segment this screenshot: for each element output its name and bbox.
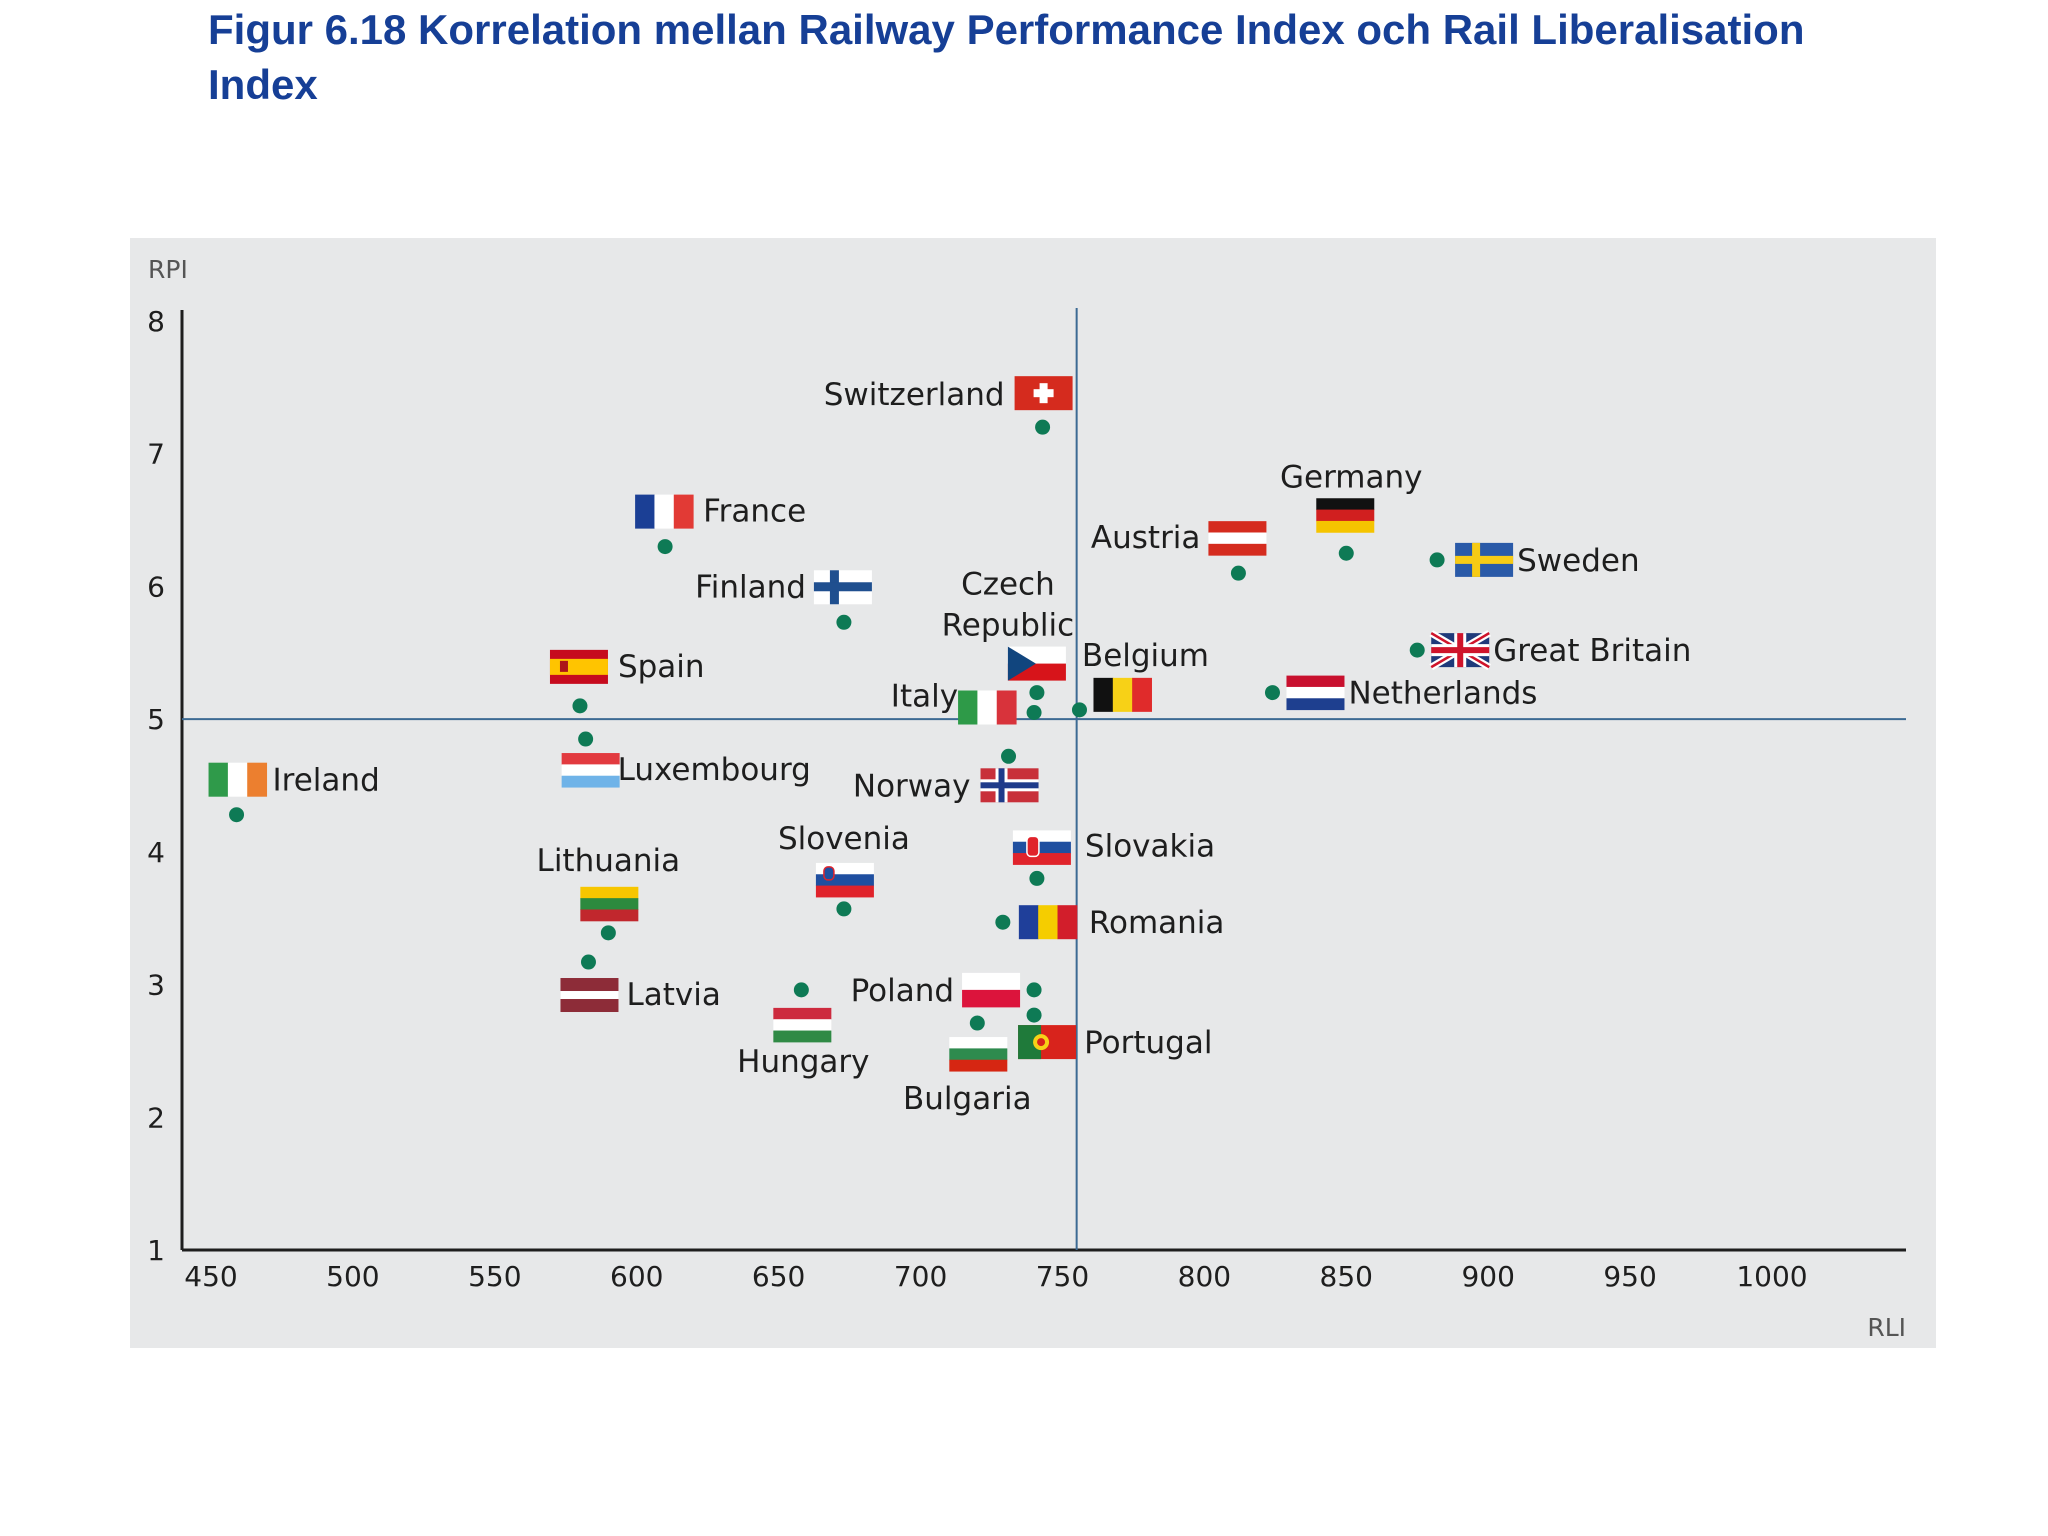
country-label-romania: Romania [1089,905,1225,941]
country-label-slovakia: Slovakia [1085,828,1215,864]
x-tick-label: 1000 [1736,1260,1807,1293]
flag-finland-icon [813,570,872,605]
data-point-germany[interactable] [1338,545,1354,561]
y-tick-label: 2 [147,1101,165,1134]
flag-spain-icon [549,649,608,684]
data-point-czech-republic[interactable] [1029,685,1045,701]
data-point-italy[interactable] [1026,705,1042,721]
data-point-ireland[interactable] [229,807,245,823]
y-tick-label: 6 [147,570,165,603]
x-tick-label: 950 [1603,1260,1656,1293]
flag-hungary-icon [773,1007,832,1043]
flag-ireland-icon [208,762,268,797]
flag-luxembourg-icon [561,753,620,788]
country-label-germany: Germany [1280,459,1422,495]
country-label-portugal: Portugal [1084,1025,1212,1061]
y-tick-label: 8 [147,305,165,338]
data-point-sweden[interactable] [1429,552,1445,568]
figure-title: Figur 6.18 Korrelation mellan Railway Pe… [208,6,1805,108]
y-tick-label: 3 [147,969,165,1002]
data-point-belgium[interactable] [1071,702,1087,718]
country-label-sweden: Sweden [1517,543,1640,579]
x-tick-label: 750 [1036,1260,1089,1293]
flag-latvia-icon [560,978,619,1013]
country-label-latvia: Latvia [626,977,720,1013]
country-label-belgium: Belgium [1082,638,1209,674]
data-point-slovakia[interactable] [1029,870,1045,886]
x-tick-label: 550 [468,1260,521,1293]
country-label-hungary: Hungary [737,1044,869,1080]
country-label-bulgaria: Bulgaria [903,1081,1032,1117]
country-label-norway: Norway [853,768,971,804]
flag-czech-republic-icon [1007,646,1066,681]
data-point-norway[interactable] [1001,748,1017,764]
x-tick-label: 800 [1178,1260,1231,1293]
data-point-spain[interactable] [572,698,588,714]
flag-germany-icon [1316,498,1375,533]
flag-sweden-icon [1455,542,1514,577]
country-label-lithuania: Lithuania [537,843,681,879]
flag-france-icon [635,494,694,529]
x-tick-label: 500 [326,1260,379,1293]
flag-austria-icon [1208,521,1267,556]
country-label-czech-republic-line1: Czech [961,567,1055,603]
x-tick-label: 850 [1320,1260,1373,1293]
data-point-france[interactable] [657,539,673,555]
country-label-czech-republic-line2: Republic [942,608,1075,644]
x-tick-label: 700 [894,1260,947,1293]
data-point-great-britain[interactable] [1409,642,1425,658]
flag-bulgaria-icon [949,1037,1008,1072]
y-tick-label: 1 [147,1234,165,1267]
country-label-ireland: Ireland [273,763,380,799]
flag-romania-icon [1018,905,1078,940]
data-point-portugal[interactable] [1026,1007,1042,1023]
chart-panel: 450 500 550 600 650 700 750 800 850 900 950 1000 1 2 3… [130,238,1936,1348]
x-axis-label: RLI [1867,1313,1906,1342]
y-tick-label: 5 [147,703,165,736]
country-label-slovenia: Slovenia [778,821,910,857]
x-tick-label: 650 [752,1260,805,1293]
flag-portugal-icon [1018,1025,1077,1060]
data-point-slovenia[interactable] [836,901,852,917]
data-point-bulgaria[interactable] [969,1015,985,1031]
scatter-chart: 450 500 550 600 650 700 750 800 850 900 950 1000 1 2 3… [147,255,1906,1342]
flag-slovenia-icon [815,862,874,898]
flag-norway-icon [980,768,1039,803]
data-point-switzerland[interactable] [1035,419,1051,435]
flag-slovakia-icon [1012,830,1071,865]
x-tick-label: 600 [610,1260,663,1293]
y-tick-label: 4 [147,836,165,869]
country-label-luxembourg: Luxembourg [618,752,811,788]
country-label-austria: Austria [1091,520,1201,556]
data-point-hungary[interactable] [793,982,809,998]
data-point-lithuania[interactable] [600,925,616,941]
data-point-luxembourg[interactable] [578,731,594,747]
data-point-latvia[interactable] [580,954,596,970]
flag-italy-icon [958,690,1017,725]
data-point-austria[interactable] [1230,565,1246,581]
data-point-romania[interactable] [995,914,1011,930]
country-label-poland: Poland [851,973,955,1009]
country-label-france: France [703,494,806,530]
y-axis-label: RPI [148,255,188,284]
data-point-finland[interactable] [836,614,852,630]
country-label-netherlands: Netherlands [1348,676,1537,712]
flag-switzerland-icon [1014,376,1073,411]
data-point-poland[interactable] [1026,982,1042,998]
flag-poland-icon [962,972,1021,1008]
y-tick-label: 7 [147,438,165,471]
country-label-great-britain: Great Britain [1493,633,1691,669]
flag-belgium-icon [1093,677,1152,712]
country-label-switzerland: Switzerland [824,377,1005,413]
flag-netherlands-icon [1286,675,1345,711]
flag-great-britain-icon [1429,630,1491,671]
x-tick-label: 450 [184,1260,237,1293]
x-tick-label: 900 [1461,1260,1514,1293]
data-point-netherlands[interactable] [1264,685,1280,701]
country-label-finland: Finland [695,569,806,605]
country-label-spain: Spain [618,649,705,685]
country-label-italy: Italy [891,679,958,715]
flag-lithuania-icon [580,886,639,922]
